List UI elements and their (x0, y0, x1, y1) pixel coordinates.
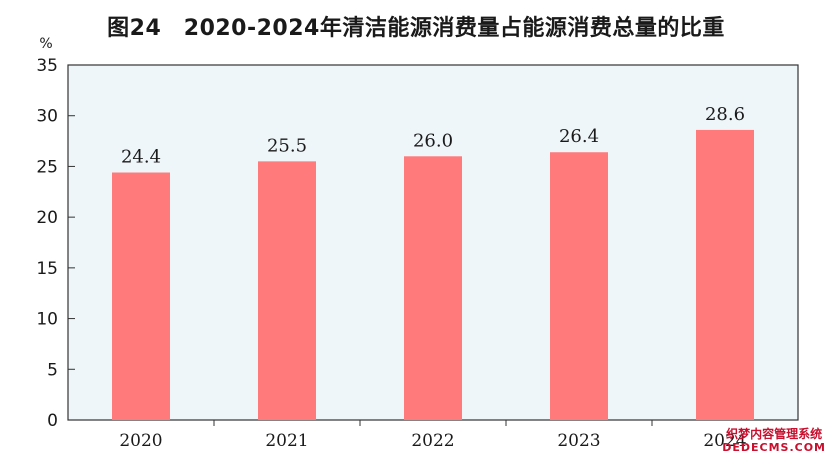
y-tick-label: 0 (47, 411, 58, 431)
x-tick-label-2021: 2021 (265, 431, 308, 451)
data-label-2022: 26.0 (413, 130, 453, 151)
bar-2020 (112, 172, 170, 420)
watermark-line2: DEDECMS.COM (722, 441, 826, 454)
y-unit-label: % (39, 36, 52, 52)
bar-2021 (258, 161, 316, 420)
y-tick-label: 5 (47, 360, 58, 380)
x-tick-label-2022: 2022 (411, 431, 454, 451)
y-tick-label: 30 (36, 107, 58, 127)
x-tick-label-2023: 2023 (557, 431, 600, 451)
data-label-2023: 26.4 (559, 126, 599, 147)
watermark-line1: 织梦内容管理系统 (726, 427, 823, 441)
bar-2022 (404, 156, 462, 421)
x-tick-label-2020: 2020 (119, 431, 162, 451)
y-tick-label: 15 (36, 259, 58, 279)
y-tick-label: 35 (36, 56, 58, 76)
y-tick-label: 10 (36, 310, 58, 330)
watermark: 织梦内容管理系统 DEDECMS.COM (722, 427, 826, 455)
y-tick-label: 20 (36, 208, 58, 228)
x-tick-label-2024: 2024 (703, 431, 746, 451)
y-tick-label: 25 (36, 157, 58, 177)
data-label-2021: 25.5 (267, 135, 307, 156)
data-label-2020: 24.4 (121, 147, 161, 168)
chart-title: 图24 2020-2024年清洁能源消费量占能源消费总量的比重 (107, 16, 725, 41)
bar-2024 (696, 129, 754, 420)
data-label-2024: 28.6 (705, 104, 745, 125)
bar-2023 (550, 152, 608, 420)
